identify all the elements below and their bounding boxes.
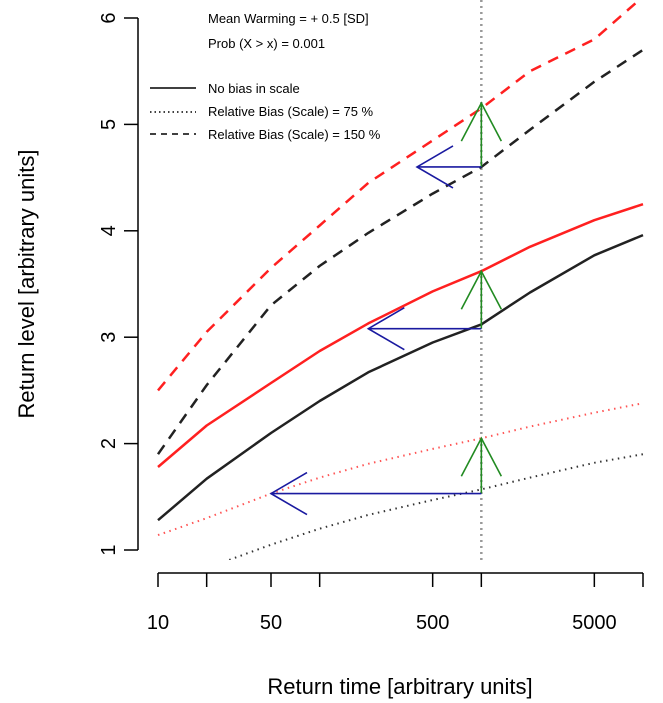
annotation-mean-warming: Mean Warming = + 0.5 [SD]	[208, 11, 369, 26]
arrow-layer	[269, 101, 503, 516]
x-tick-label: 500	[416, 612, 449, 634]
horizontal-arrow-head	[366, 306, 405, 351]
legend-label-bias-75: Relative Bias (Scale) = 75 %	[208, 104, 374, 119]
x-axis: 10 50 500 5000	[147, 572, 644, 634]
plot-area	[156, 0, 644, 560]
legend: No bias in scale Relative Bias (Scale) =…	[150, 81, 381, 142]
horizontal-arrow-head	[269, 471, 308, 516]
legend-label-no-bias: No bias in scale	[208, 81, 300, 96]
x-tick-label: 5000	[572, 612, 617, 634]
series-line-solid-baseline	[157, 233, 644, 522]
series-line-dotted-baseline	[226, 453, 644, 560]
vertical-arrow-head	[460, 269, 503, 310]
vertical-arrow-head	[460, 101, 503, 142]
horizontal-arrow-head	[415, 145, 454, 189]
vertical-arrow-head	[460, 436, 503, 477]
y-axis: 1 2 3 4 5 6	[98, 12, 139, 556]
annotation-probability: Prob (X > x) = 0.001	[208, 36, 325, 51]
series-line-solid-warming	[157, 203, 644, 468]
x-tick-label: 50	[260, 612, 282, 634]
x-tick-label: 10	[147, 612, 169, 634]
series-layer	[156, 0, 644, 560]
legend-label-bias-150: Relative Bias (Scale) = 150 %	[208, 127, 381, 142]
annotations: Mean Warming = + 0.5 [SD] Prob (X > x) =…	[208, 11, 369, 51]
y-axis-ticks: 1 2 3 4 5 6	[98, 12, 138, 556]
y-tick-label: 3	[98, 332, 120, 343]
y-tick-label: 2	[98, 438, 120, 449]
series-line-dashed-baseline	[156, 48, 644, 455]
x-axis-title: Return time [arbitrary units]	[267, 674, 532, 699]
y-tick-label: 4	[98, 225, 120, 236]
y-tick-label: 5	[98, 119, 120, 130]
x-axis-ticks: 10 50 500 5000	[147, 573, 644, 634]
series-line-dotted-warming	[157, 402, 644, 537]
y-tick-label: 1	[98, 544, 120, 555]
y-tick-label: 6	[98, 12, 120, 23]
y-axis-title: Return level [arbitrary units]	[14, 150, 39, 419]
series-line-dashed-warming	[157, 0, 642, 392]
